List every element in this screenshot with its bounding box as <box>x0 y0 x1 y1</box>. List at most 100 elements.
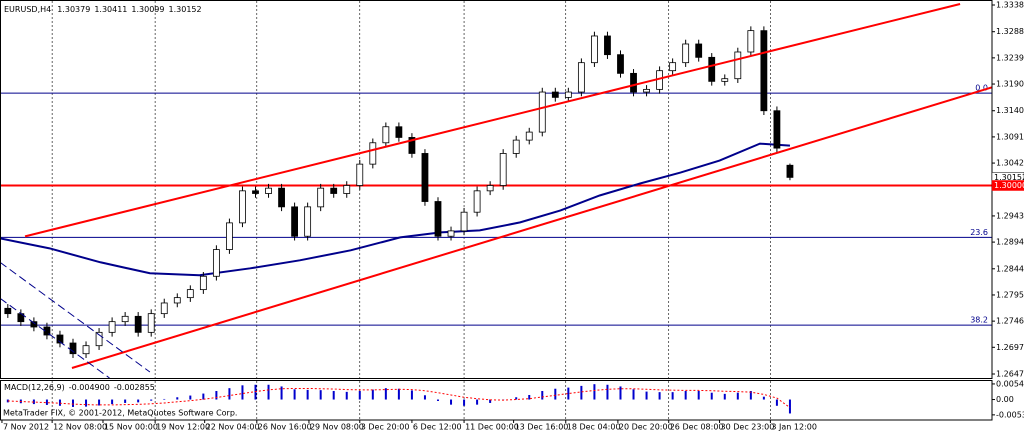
macd-bar <box>371 389 374 400</box>
macd-bar <box>697 391 700 400</box>
macd-bar <box>788 399 791 414</box>
y-tick-label: -0.005393 <box>996 410 1024 419</box>
macd-bar <box>762 396 765 400</box>
candle-body <box>669 62 677 72</box>
candle-body <box>343 185 351 194</box>
candle-body <box>408 137 416 154</box>
candle-body <box>630 72 637 93</box>
macd-bar <box>397 388 400 400</box>
macd-signal: -0.002855 <box>114 383 155 392</box>
trendline <box>0 297 110 379</box>
candle-body <box>317 187 325 208</box>
candle-body <box>56 334 64 344</box>
candle-body <box>369 142 377 165</box>
macd-bar <box>515 397 518 400</box>
candle-body <box>473 190 481 213</box>
x-tick-label: 29 Nov 08:00 <box>310 423 364 432</box>
candle-body <box>356 163 364 186</box>
candle-body <box>212 249 220 277</box>
x-tick-label: 15 Nov 00:00 <box>104 423 158 432</box>
macd-bar <box>736 392 739 400</box>
candle-body <box>30 321 38 328</box>
candle-body <box>773 110 781 149</box>
macd-bar <box>423 395 426 400</box>
macd-bar <box>384 388 387 400</box>
candle-body <box>278 187 285 208</box>
candle-body <box>108 321 116 333</box>
price-tag <box>991 180 1024 191</box>
level-label: 38.2 <box>970 316 988 325</box>
macd-bar <box>176 397 179 400</box>
macd-title: MACD(12,26,9) <box>4 383 65 392</box>
macd-bar <box>124 399 127 403</box>
macd-bar <box>619 386 622 400</box>
candle-body <box>395 126 403 138</box>
candle-body <box>134 315 142 333</box>
x-tick-label: 26 Dec 08:00 <box>670 423 724 432</box>
macd-bar <box>85 399 88 407</box>
y-tick-label: 1.27950 <box>996 290 1024 299</box>
macd-bar <box>98 399 101 406</box>
candle-body <box>69 342 77 355</box>
candle-body <box>499 153 507 186</box>
macd-header: MACD(12,26,9) -0.004900 -0.002855 <box>4 383 155 392</box>
macd-bar <box>71 399 74 407</box>
y-tick-label: 1.28440 <box>996 264 1024 273</box>
y-tick-label: 1.32880 <box>996 27 1024 36</box>
y-tick-label: 0.00 <box>996 395 1014 404</box>
candle-body <box>512 139 520 154</box>
candle-body <box>160 302 168 315</box>
macd-bar <box>528 394 531 400</box>
level-label: 23.6 <box>970 228 988 237</box>
close: 1.30152 <box>169 5 202 14</box>
macd-bar <box>606 384 609 400</box>
candle-body <box>538 91 546 133</box>
open: 1.30379 <box>57 5 90 14</box>
x-tick-label: 30 Dec 23:00 <box>721 423 775 432</box>
x-tick-label: 19 Nov 12:00 <box>156 423 210 432</box>
macd-bar <box>280 386 283 400</box>
chart-header: EURUSD,H4 1.30379 1.30411 1.30099 1.30152 <box>4 5 202 14</box>
candle-body <box>643 88 650 93</box>
candle-body <box>486 185 494 192</box>
candle-body <box>4 307 12 315</box>
macd-bar <box>567 387 570 400</box>
x-tick-label: 3 Dec 20:00 <box>361 423 410 432</box>
candle-body <box>604 35 611 56</box>
macd-bar <box>580 385 583 400</box>
macd-bar <box>228 388 231 400</box>
macd-bar <box>215 391 218 400</box>
macd-bar <box>410 390 413 400</box>
candle-body <box>304 206 312 237</box>
macd-bar <box>775 399 778 406</box>
candle-body <box>591 35 598 64</box>
y-tick-label: 1.28940 <box>996 238 1024 247</box>
macd-bar <box>306 389 309 400</box>
candle-body <box>382 126 390 144</box>
x-tick-label: 26 Nov 16:00 <box>258 423 312 432</box>
candle-body <box>43 326 51 336</box>
trendline <box>71 86 993 369</box>
y-tick-label: 1.31900 <box>996 80 1024 89</box>
x-tick-label: 11 Dec 00:00 <box>465 423 519 432</box>
x-tick-label: 3 Jan 12:00 <box>771 423 817 432</box>
candle-body <box>525 131 533 141</box>
candle-body <box>421 153 429 202</box>
copyright: MetaTrader FIX, © 2001-2012, MetaQuotes … <box>3 409 237 418</box>
macd-bar <box>189 395 192 400</box>
macd-bar <box>332 391 335 400</box>
macd-bar <box>723 393 726 400</box>
candle-body <box>734 51 742 80</box>
candle-body <box>82 345 90 355</box>
y-tick-label: 1.31400 <box>996 106 1024 115</box>
candle-body <box>786 164 794 178</box>
macd-bar <box>436 399 439 401</box>
candle-body <box>564 91 572 98</box>
y-tick-label: 1.33380 <box>996 1 1024 10</box>
price-tag-label: 1.30000 <box>994 181 1024 190</box>
candle-body <box>252 190 259 194</box>
macd-bar <box>749 391 752 400</box>
macd-bar <box>684 391 687 400</box>
